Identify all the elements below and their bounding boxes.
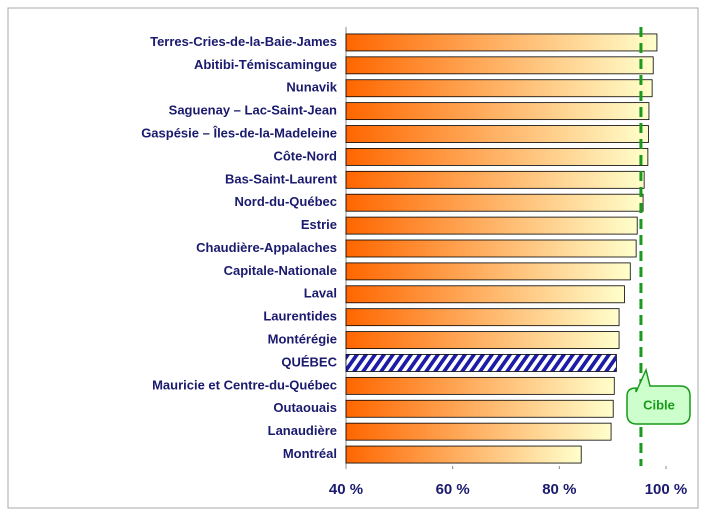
category-label: Montréal [283,446,337,461]
category-label: Abitibi-Témiscamingue [194,57,337,72]
category-label: Estrie [301,217,337,232]
category-label: Nord-du-Québec [234,194,337,209]
category-label: QUÉBEC [281,354,337,369]
bar [345,193,644,212]
category-label: Capitale-Nationale [224,263,337,278]
bar [345,79,653,98]
category-label: Laurentides [263,309,337,324]
bar [345,399,614,418]
category-label: Nunavik [286,80,337,95]
bar [345,331,620,349]
bar [345,262,631,281]
bar [345,148,649,166]
target-label: Cible [643,397,675,412]
category-label: Terres-Cries-de-la-Baie-James [150,34,337,49]
category-label: Montérégie [268,332,337,347]
bar [345,422,612,441]
bar [345,285,625,304]
callout [626,367,691,425]
category-label: Bas-Saint-Laurent [225,171,338,186]
category-label: Saguenay – Lac-Saint-Jean [169,103,337,118]
x-tick-label: 100 % [645,481,688,498]
bar [345,170,645,189]
x-tick-label: 80 % [542,481,576,498]
bar [345,125,649,143]
bar [345,216,638,235]
bar [345,102,650,121]
x-tick-label: 60 % [436,481,470,498]
bar [345,376,615,395]
category-label: Lanaudière [268,423,337,438]
category-label: Outaouais [273,400,337,415]
category-label: Gaspésie – Îles-de-la-Madeleine [141,125,337,140]
category-label: Laval [304,286,337,301]
bar [345,239,637,258]
bar [345,354,617,372]
category-label: Côte-Nord [273,148,337,163]
category-label: Chaudière-Appalaches [196,240,337,255]
bar [345,308,620,327]
x-tick-label: 40 % [329,481,363,498]
category-label: Mauricie et Centre-du-Québec [152,377,337,392]
bar [345,56,654,75]
bar [345,445,582,464]
bar [345,33,658,52]
